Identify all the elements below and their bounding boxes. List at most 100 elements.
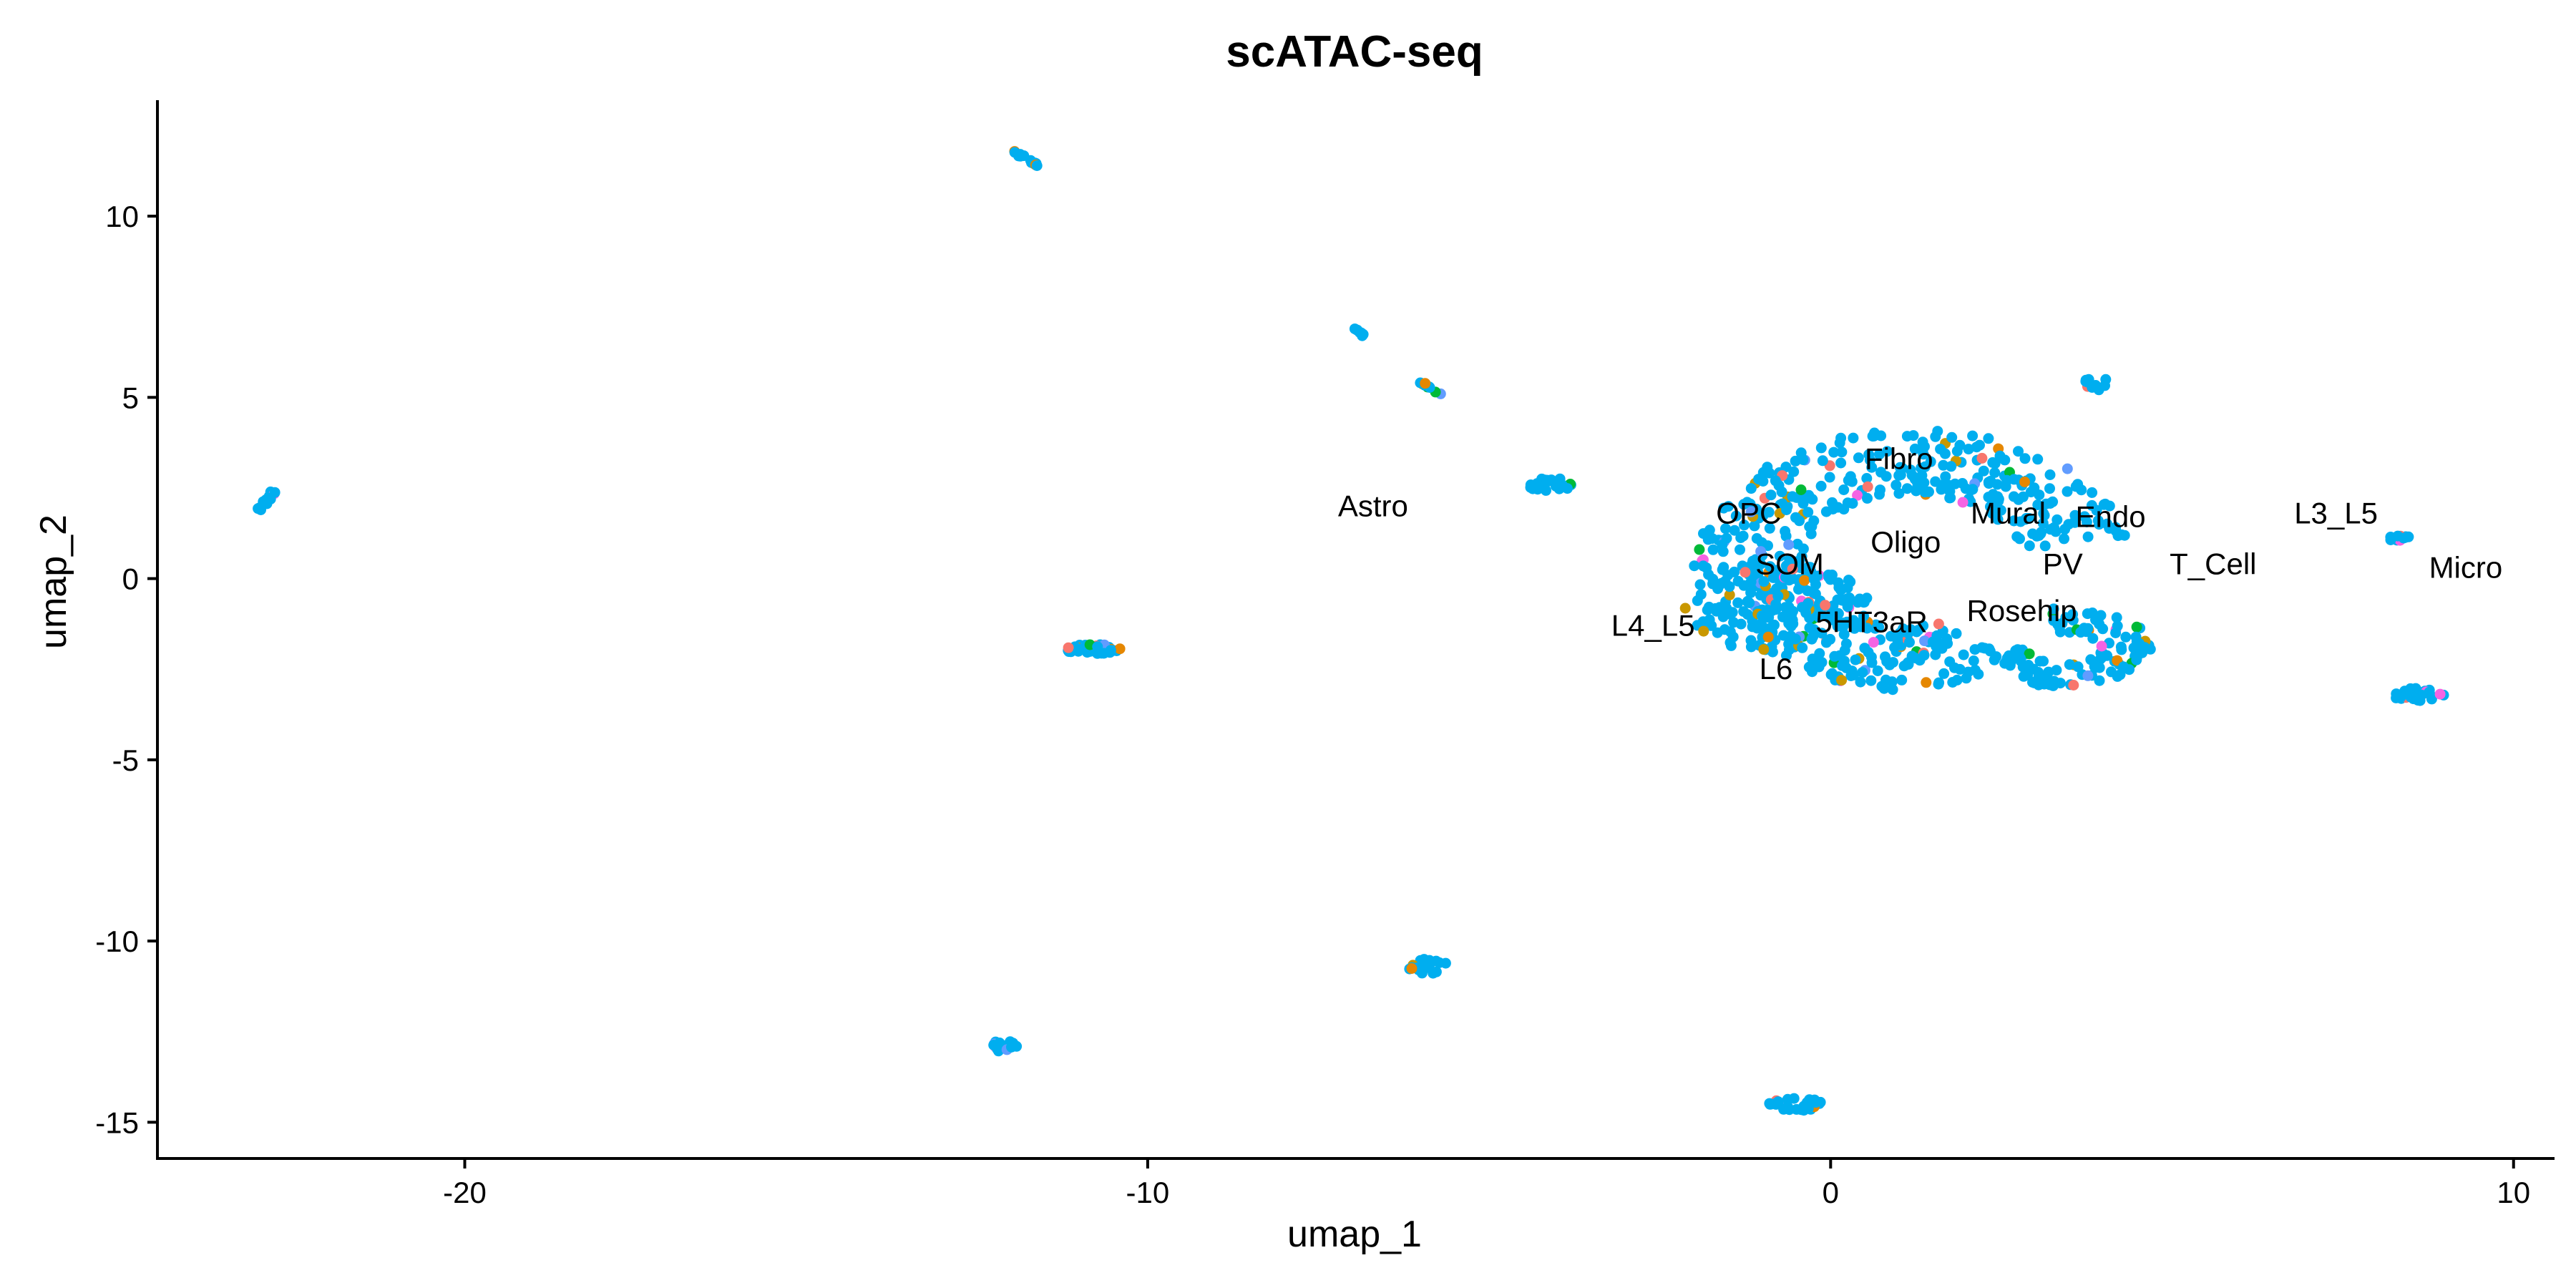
data-point [2054,626,2066,638]
data-point [1880,674,1891,686]
data-point [1816,657,1828,668]
data-point [2112,620,2123,632]
data-point [1843,474,1854,486]
y-axis-ticks: 10 5 0 -5 -10 -15 [95,200,157,1139]
data-point [2115,641,2127,653]
data-point [1974,439,1985,451]
data-point [1850,654,1861,665]
data-point [1745,635,1757,646]
data-point [1774,550,1785,562]
data-point [1732,597,1744,608]
data-point [1993,494,2004,504]
data-point [2011,531,2023,542]
data-point [1989,458,2001,469]
data-point [2137,647,2148,658]
data-point [1816,628,1828,639]
data-point [1842,497,1853,509]
data-point [1833,502,1843,513]
data-point [2118,661,2129,673]
data-point [2119,530,2130,541]
x-tick-label: 10 [2497,1176,2530,1209]
data-point [1862,492,1873,504]
data-point [1780,526,1791,537]
data-point [2087,381,2098,393]
data-point [1773,479,1785,491]
data-point [1735,544,1745,555]
data-point [1946,431,1958,443]
data-point [1750,554,1762,565]
data-point [2072,479,2084,490]
data-point [2039,540,2051,552]
data-point [1958,649,1969,660]
data-point [1838,655,1850,667]
data-point [1724,581,1735,592]
data-point [1694,579,1706,590]
data-point [1947,677,1958,688]
data-point [2087,487,2098,498]
data-point [1976,452,1988,464]
data-point [2099,498,2111,509]
data-point [1919,635,1930,647]
data-point [1013,150,1024,162]
data-point [1744,597,1755,608]
data-point [1855,676,1866,688]
data-point [1764,1098,1775,1109]
data-point [1842,601,1853,613]
data-point [1836,447,1848,458]
data-point [2085,654,2097,665]
data-point [1783,618,1795,629]
data-point [1835,457,1847,469]
y-tick-label: -5 [112,743,139,777]
y-tick-label: 0 [122,562,139,596]
data-point [1780,572,1791,583]
data-point [1764,522,1775,534]
data-point [1702,534,1714,545]
data-point [1991,479,2003,490]
data-point [1722,501,1734,512]
data-point [2019,453,2031,464]
data-point [1764,467,1775,479]
data-points [253,146,2449,1116]
data-point [2134,638,2145,649]
data-point [1739,519,1750,531]
data-point [2044,469,2056,480]
data-point [1865,675,1877,686]
data-point [1800,601,1812,613]
data-point [1967,484,1979,495]
data-point [1795,484,1807,495]
data-point [1906,469,1918,481]
data-point [1898,624,1910,635]
data-point [1073,645,1084,657]
data-point [2032,454,2044,465]
data-point [1561,483,1573,494]
data-point [1809,1094,1820,1106]
data-point [2004,660,2016,671]
data-point [1781,504,1792,515]
data-point [1738,580,1750,591]
data-point [1063,642,1074,653]
data-point [1848,432,1859,444]
data-point [1815,480,1827,492]
data-point [1752,566,1764,577]
data-point [992,1045,1004,1057]
data-point [1717,546,1729,557]
data-point [1910,653,1921,664]
data-point [1803,489,1815,501]
data-point [1820,506,1832,517]
data-point [1951,628,1962,639]
data-point [1750,620,1762,630]
data-point [1806,633,1818,645]
data-point [1704,525,1715,536]
data-point [2067,609,2079,620]
data-point [1772,1096,1784,1108]
data-point [1838,484,1850,495]
data-point [1729,525,1740,536]
data-point [1880,471,1892,482]
data-point [1763,507,1775,518]
data-point [255,502,267,513]
data-point [1824,472,1835,483]
data-point [1979,643,1991,654]
data-point [1745,587,1757,598]
data-point [1740,567,1751,578]
data-point [1890,479,1902,491]
